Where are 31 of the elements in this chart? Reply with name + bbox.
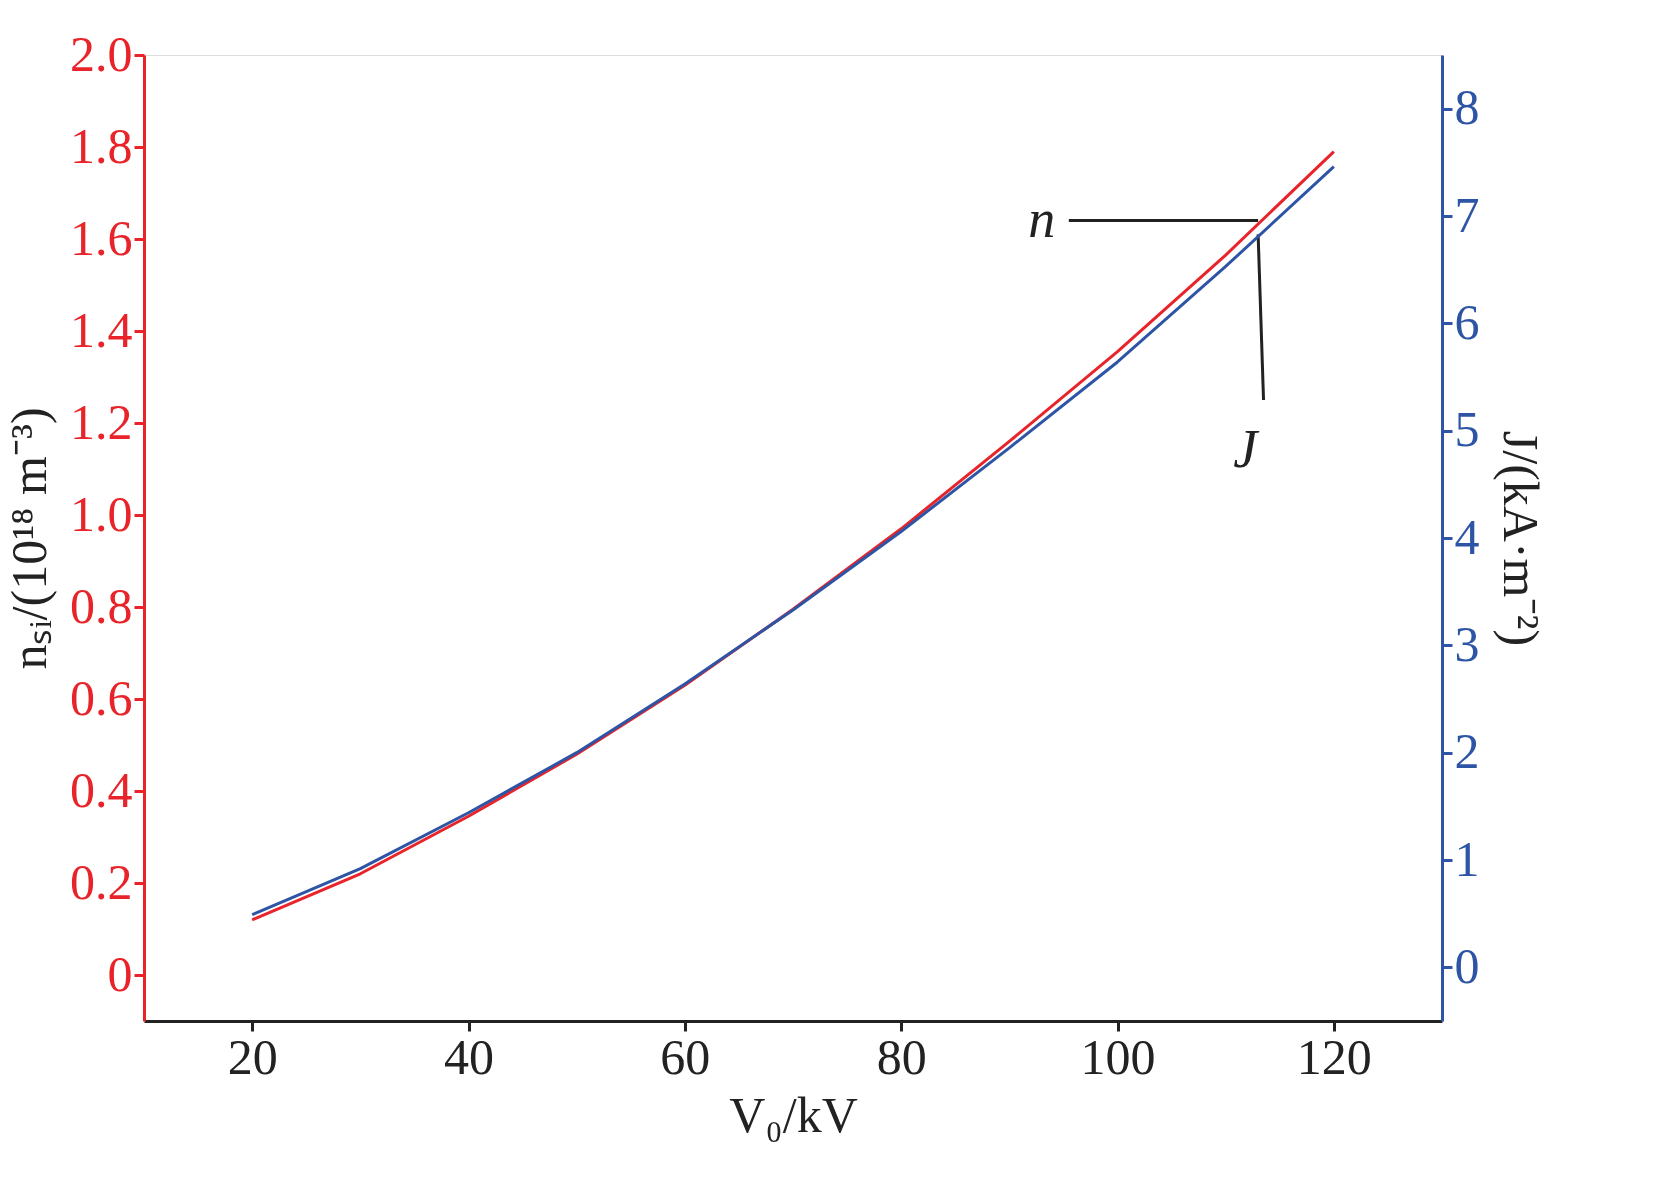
- y-tick-label: 2.0: [70, 25, 133, 82]
- x-tick-label: 40: [444, 1028, 494, 1085]
- x-tick-label: 60: [660, 1028, 711, 1085]
- y-tick-label: 1.8: [70, 117, 133, 174]
- x-tick-label: 80: [876, 1028, 927, 1085]
- y2-tick-label: 5: [1454, 401, 1480, 458]
- y-tick-label: 1.4: [70, 301, 133, 358]
- y-tick-label: 0.2: [70, 853, 133, 910]
- y2-tick-label: 1: [1454, 830, 1480, 887]
- y-tick-label: 0.8: [70, 577, 133, 634]
- y-tick-label: 1.0: [70, 485, 133, 542]
- y-tick-label: 0: [107, 945, 133, 1002]
- y-axis-title: nₛᵢ/(10¹⁸ m⁻³): [1, 407, 57, 670]
- annotation: n: [1028, 188, 1056, 249]
- x-tick-label: 100: [1080, 1028, 1156, 1085]
- x-tick-label: 20: [227, 1028, 278, 1085]
- y2-axis-title: J/(kA·m⁻²): [1492, 430, 1549, 647]
- y-tick-label: 0.6: [70, 669, 133, 726]
- y-tick-label: 1.6: [70, 209, 133, 266]
- y-tick-label: 0.4: [70, 761, 133, 818]
- annotation: J: [1233, 418, 1261, 479]
- y2-tick-label: 7: [1454, 186, 1480, 243]
- y-tick-label: 1.2: [70, 393, 133, 450]
- y2-tick-label: 0: [1454, 937, 1480, 994]
- y2-tick-label: 4: [1454, 508, 1480, 565]
- y2-tick-label: 3: [1454, 615, 1480, 672]
- y2-tick-label: 8: [1454, 79, 1480, 136]
- y2-tick-label: 2: [1454, 723, 1480, 780]
- x-tick-label: 120: [1296, 1028, 1372, 1085]
- y2-tick-label: 6: [1454, 293, 1480, 350]
- x-axis-title: V₀/kV: [729, 1086, 858, 1143]
